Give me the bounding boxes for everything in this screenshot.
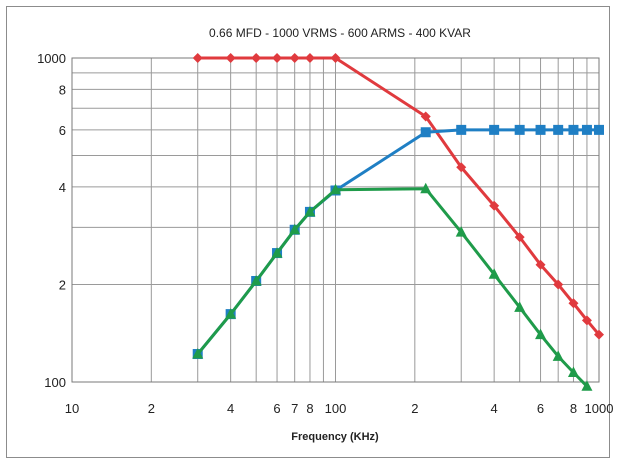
- y-tick-label: 6: [59, 123, 66, 138]
- y-tick-label: 8: [59, 82, 66, 97]
- data-point: [192, 348, 204, 359]
- x-tick-label: 7: [291, 401, 298, 416]
- data-point: [420, 111, 431, 122]
- data-point: [271, 247, 283, 258]
- data-point: [552, 350, 564, 361]
- x-tick-label: 6: [273, 401, 280, 416]
- data-point: [581, 124, 592, 135]
- data-point: [581, 315, 592, 326]
- y-tick-label: 4: [59, 180, 66, 195]
- x-tick-label: 2: [148, 401, 155, 416]
- x-tick-label: 100: [325, 401, 347, 416]
- data-point: [514, 232, 525, 243]
- data-point: [514, 124, 525, 135]
- data-point: [489, 200, 500, 211]
- x-tick-label: 2: [411, 401, 418, 416]
- x-tick-label: 4: [491, 401, 498, 416]
- data-point: [251, 53, 262, 63]
- y-tick-label: 1000: [37, 51, 66, 66]
- x-tick-label: 1000: [585, 401, 614, 416]
- data-point: [225, 308, 237, 319]
- data-point: [514, 301, 526, 312]
- data-point: [594, 124, 604, 135]
- data-point: [272, 53, 283, 63]
- data-point: [420, 127, 431, 138]
- data-point: [535, 328, 547, 340]
- data-point: [594, 329, 604, 340]
- data-point: [568, 298, 579, 309]
- x-axis-label: Frequency (KHz): [291, 431, 379, 443]
- data-point: [535, 259, 546, 270]
- y-tick-label: 2: [59, 277, 66, 292]
- x-tick-label: 10: [65, 401, 79, 416]
- data-point: [225, 53, 236, 63]
- data-point: [456, 162, 467, 173]
- data-point: [289, 223, 301, 235]
- data-point: [456, 124, 467, 135]
- chart-frame: [6, 6, 610, 458]
- data-point: [250, 274, 262, 286]
- series-line-2: [196, 128, 599, 355]
- x-tick-label: 4: [227, 401, 234, 416]
- data-point: [553, 279, 564, 290]
- data-point: [289, 53, 300, 63]
- series-group: [192, 53, 604, 391]
- data-point: [535, 124, 546, 135]
- x-tick-label: 8: [570, 401, 577, 416]
- data-point: [567, 366, 579, 377]
- data-point: [489, 124, 500, 135]
- grid: [71, 57, 600, 383]
- chart-title: 0.66 MFD - 1000 VRMS - 600 ARMS - 400 KV…: [209, 26, 471, 40]
- series-line-1: [197, 56, 601, 336]
- data-point: [581, 380, 593, 391]
- data-point: [488, 268, 500, 279]
- data-point: [304, 53, 315, 63]
- data-point: [568, 124, 579, 135]
- data-point: [192, 53, 203, 63]
- data-point: [330, 53, 341, 63]
- x-tick-label: 6: [537, 401, 544, 416]
- data-point: [455, 226, 467, 237]
- y-tick-label: 100: [44, 375, 66, 390]
- data-point: [304, 205, 316, 217]
- x-tick-label: 8: [306, 401, 313, 416]
- data-point: [420, 182, 432, 194]
- data-point: [553, 124, 564, 135]
- data-point: [330, 183, 341, 195]
